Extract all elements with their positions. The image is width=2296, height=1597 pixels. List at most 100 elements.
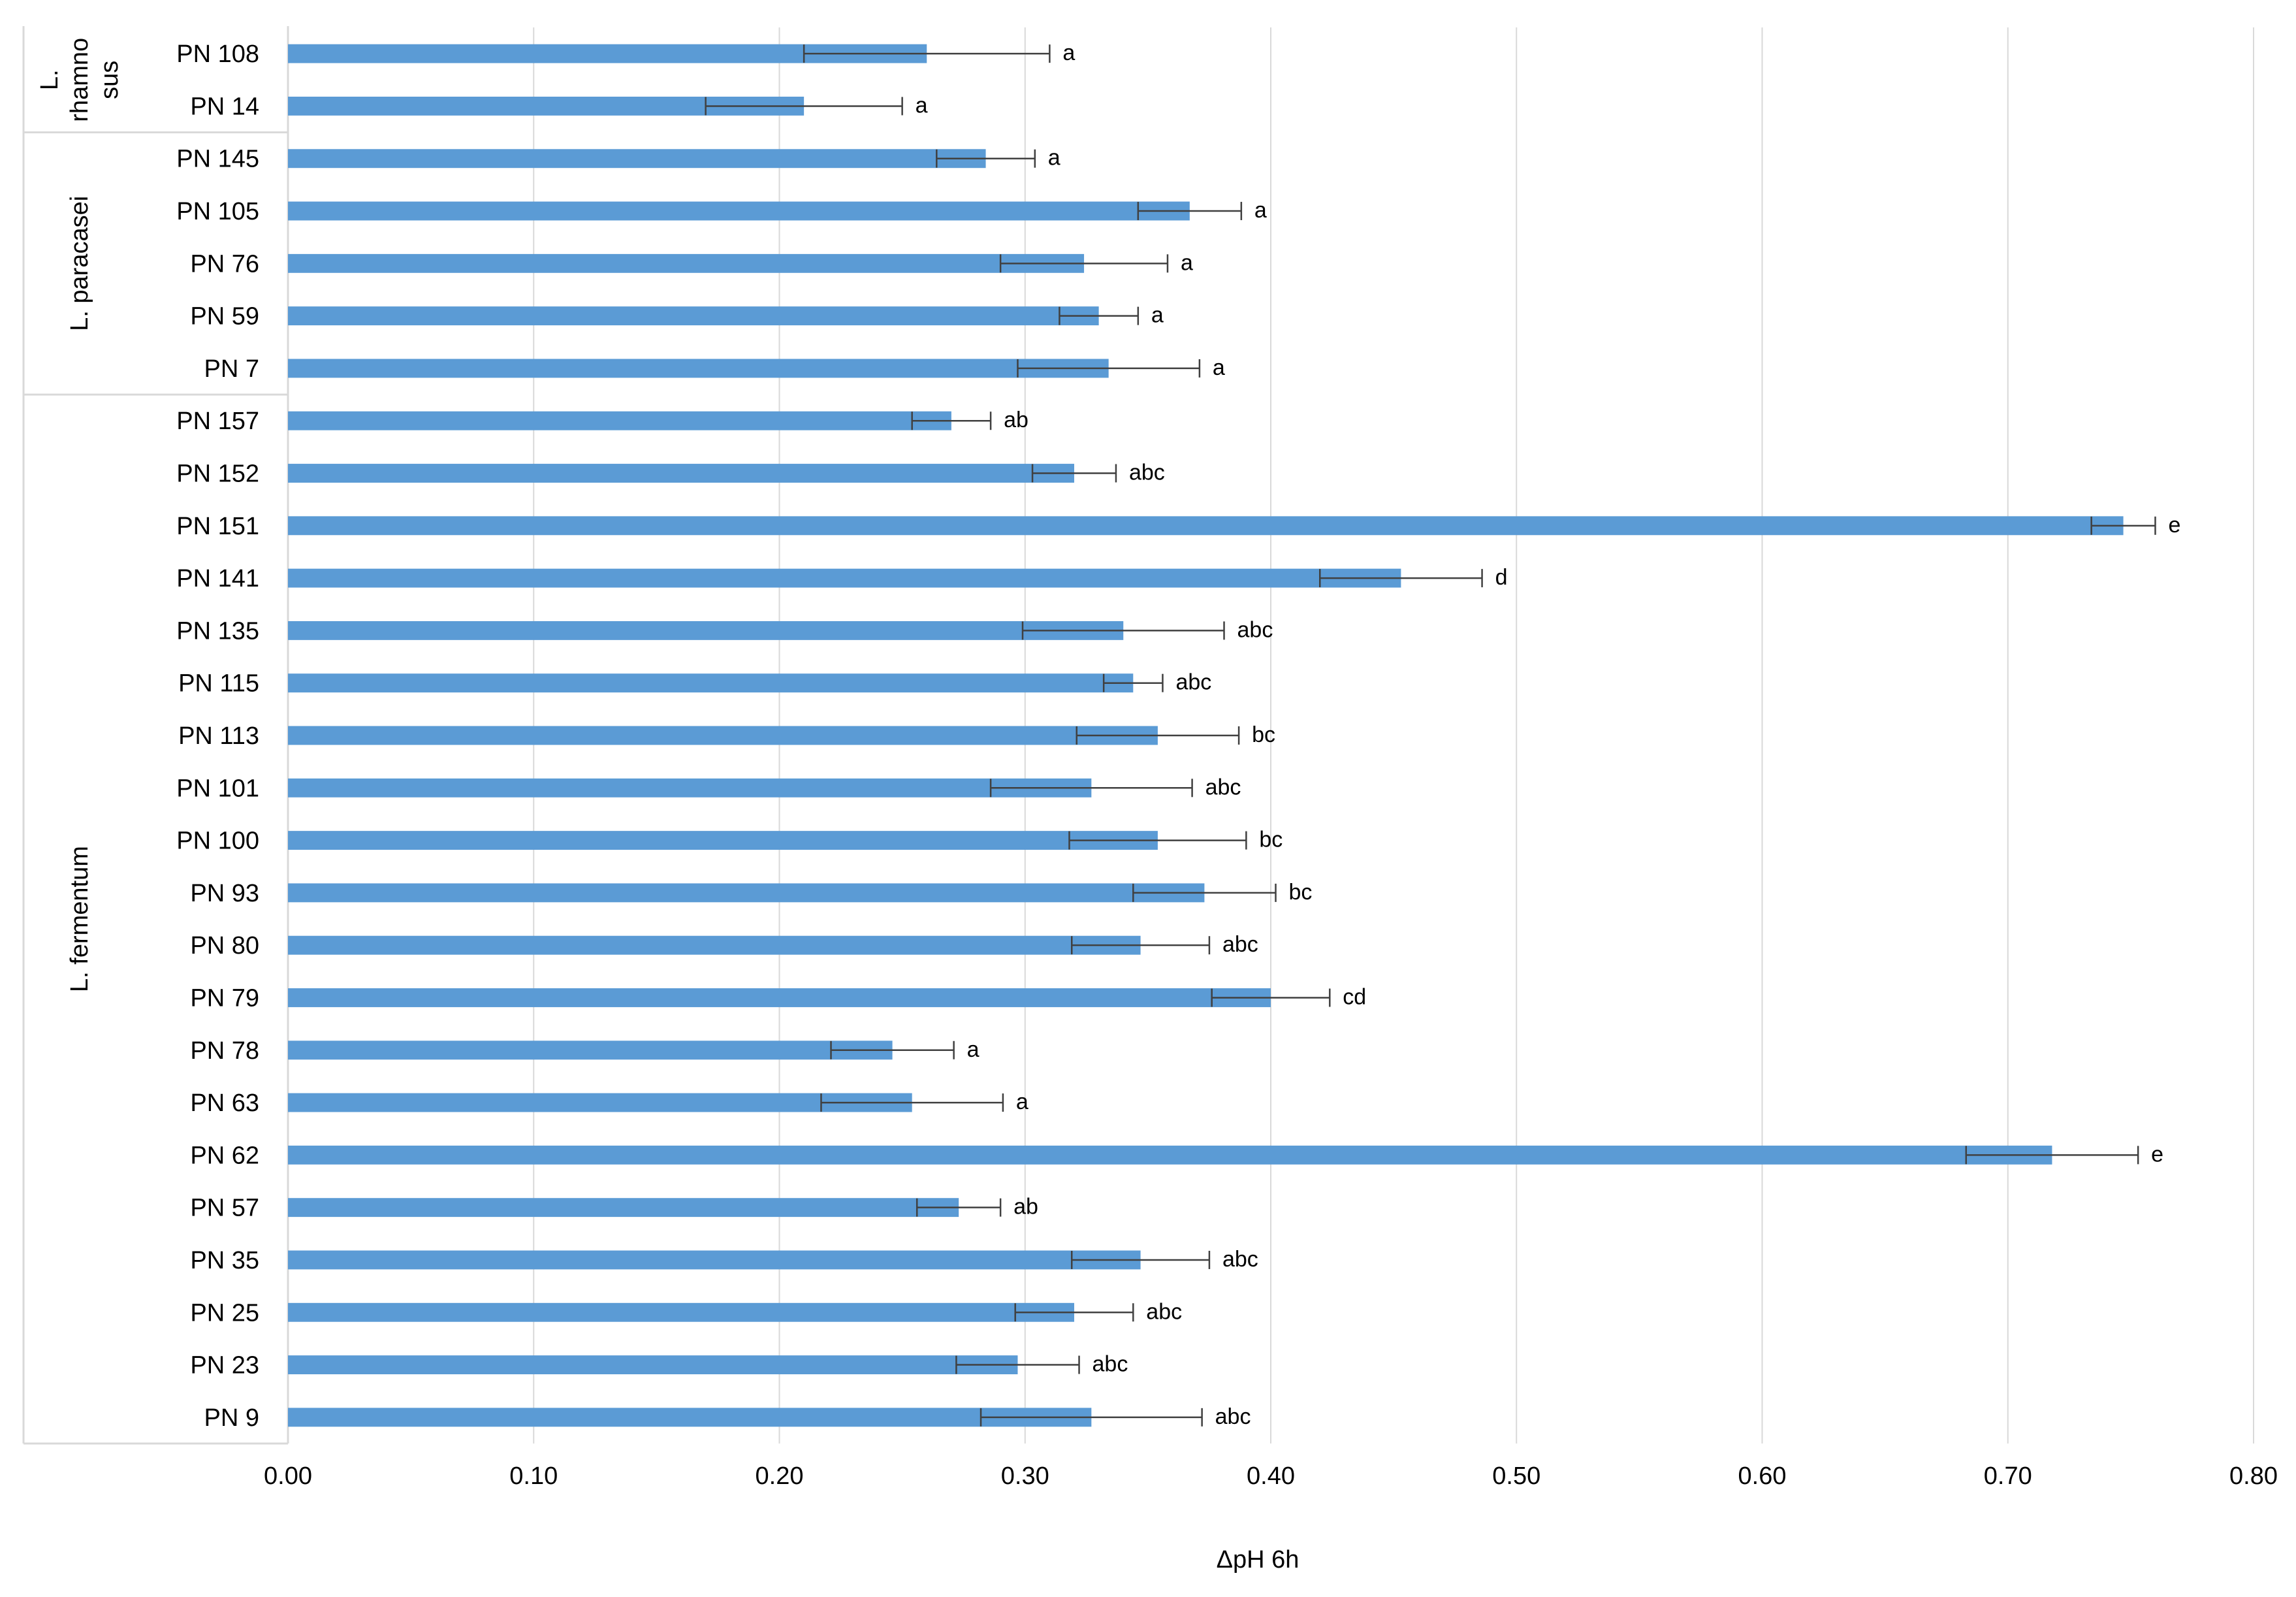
group-label: L. paracasei	[66, 196, 93, 331]
bar	[288, 1302, 1074, 1322]
significance-label: abc	[1222, 1247, 1258, 1272]
x-tick-label: 0.40	[1247, 1462, 1295, 1490]
x-tick-label: 0.00	[264, 1462, 312, 1490]
bar	[288, 1355, 1018, 1375]
group-label-line: L. paracasei	[66, 196, 93, 331]
significance-label: d	[1495, 565, 1508, 590]
bar	[288, 726, 1158, 745]
significance-label: a	[1016, 1089, 1028, 1114]
x-tick-label: 0.80	[2229, 1462, 2278, 1490]
significance-label: abc	[1205, 775, 1241, 799]
significance-label: bc	[1289, 880, 1313, 905]
category-label: PN 79	[190, 984, 259, 1012]
significance-label: bc	[1252, 722, 1275, 747]
bar	[288, 149, 986, 169]
significance-label: ab	[1013, 1195, 1038, 1219]
category-label: PN 76	[190, 250, 259, 278]
bar	[288, 831, 1158, 850]
significance-label: abc	[1129, 460, 1165, 485]
category-label: PN 100	[176, 828, 259, 855]
x-tick-label: 0.50	[1492, 1462, 1540, 1490]
significance-label: a	[1213, 355, 1225, 380]
category-label: PN 101	[176, 775, 259, 802]
category-label: PN 141	[176, 565, 259, 592]
bars	[288, 44, 2124, 1427]
category-label: PN 63	[190, 1089, 259, 1117]
category-label: PN 9	[204, 1404, 259, 1432]
bar	[288, 935, 1141, 955]
bar	[288, 201, 1190, 221]
significance-label: abc	[1237, 617, 1273, 642]
category-label: PN 25	[190, 1299, 259, 1327]
significance-label: a	[967, 1037, 980, 1062]
significance-label: a	[1181, 250, 1193, 275]
bar	[288, 411, 951, 430]
significance-label: a	[1151, 303, 1164, 328]
x-tick-label: 0.70	[1984, 1462, 2032, 1490]
category-label: PN 151	[176, 513, 259, 540]
bar	[288, 673, 1134, 693]
category-label: PN 80	[190, 932, 259, 960]
bar	[288, 516, 2124, 536]
category-label: PN 105	[176, 198, 259, 225]
bar	[288, 883, 1205, 903]
group-label: L. fermentum	[66, 846, 93, 992]
category-label: PN 157	[176, 408, 259, 435]
significance-label: abc	[1215, 1404, 1251, 1429]
bar	[288, 1250, 1141, 1270]
x-tick-label: 0.30	[1001, 1462, 1049, 1490]
significance-label: a	[1048, 146, 1060, 170]
group-label: L. rhamno sus	[36, 38, 123, 122]
group-label-line: L.	[36, 69, 63, 90]
bar	[288, 253, 1085, 273]
significance-label: a	[916, 93, 928, 118]
x-tick-label: 0.20	[756, 1462, 804, 1490]
x-tick-label: 0.10	[509, 1462, 558, 1490]
category-label: PN 115	[178, 670, 259, 698]
bar	[288, 1093, 912, 1112]
significance-label: e	[2169, 513, 2181, 538]
significance-label: abc	[1175, 670, 1211, 695]
group-label-line: sus	[96, 61, 123, 99]
category-label: PN 135	[176, 617, 259, 645]
group-label-line: rhamno	[66, 38, 93, 122]
significance-label: abc	[1146, 1299, 1182, 1324]
bar	[288, 464, 1074, 483]
category-label: PN 57	[190, 1195, 259, 1222]
category-label: PN 14	[190, 93, 259, 120]
significance-label: a	[1062, 40, 1075, 65]
category-label: PN 35	[190, 1247, 259, 1274]
labels: 0.00 0.10 0.20 0.30 0.40 0.50 0.60 0.70 0.80 L. rh…	[36, 38, 2278, 1490]
group-label-line: L. fermentum	[66, 846, 93, 992]
significance-label: bc	[1259, 828, 1283, 852]
category-label: PN 145	[176, 146, 259, 173]
bar	[288, 359, 1109, 378]
bar	[288, 621, 1124, 640]
bar	[288, 568, 1401, 588]
category-label: PN 152	[176, 460, 259, 488]
significance-label: abc	[1092, 1352, 1128, 1377]
category-label: PN 59	[190, 303, 259, 331]
significance-label: ab	[1004, 408, 1028, 432]
bar	[288, 1198, 959, 1218]
bar	[288, 778, 1092, 798]
x-tick-label: 0.60	[1738, 1462, 1787, 1490]
significance-label: cd	[1343, 984, 1366, 1009]
category-label: PN 93	[190, 880, 259, 907]
category-label: PN 113	[178, 722, 259, 750]
significance-label: abc	[1222, 932, 1258, 957]
category-label: PN 78	[190, 1037, 259, 1065]
bar	[288, 1408, 1092, 1427]
error-bars	[705, 44, 2156, 1427]
category-label: PN 62	[190, 1142, 259, 1169]
category-label: PN 7	[204, 355, 259, 383]
category-label: PN 108	[176, 40, 259, 68]
significance-label: e	[2151, 1142, 2163, 1167]
bar	[288, 1040, 893, 1060]
significance-label: a	[1254, 198, 1267, 223]
bar	[288, 306, 1099, 326]
category-label: PN 23	[190, 1352, 259, 1379]
bar	[288, 988, 1271, 1007]
